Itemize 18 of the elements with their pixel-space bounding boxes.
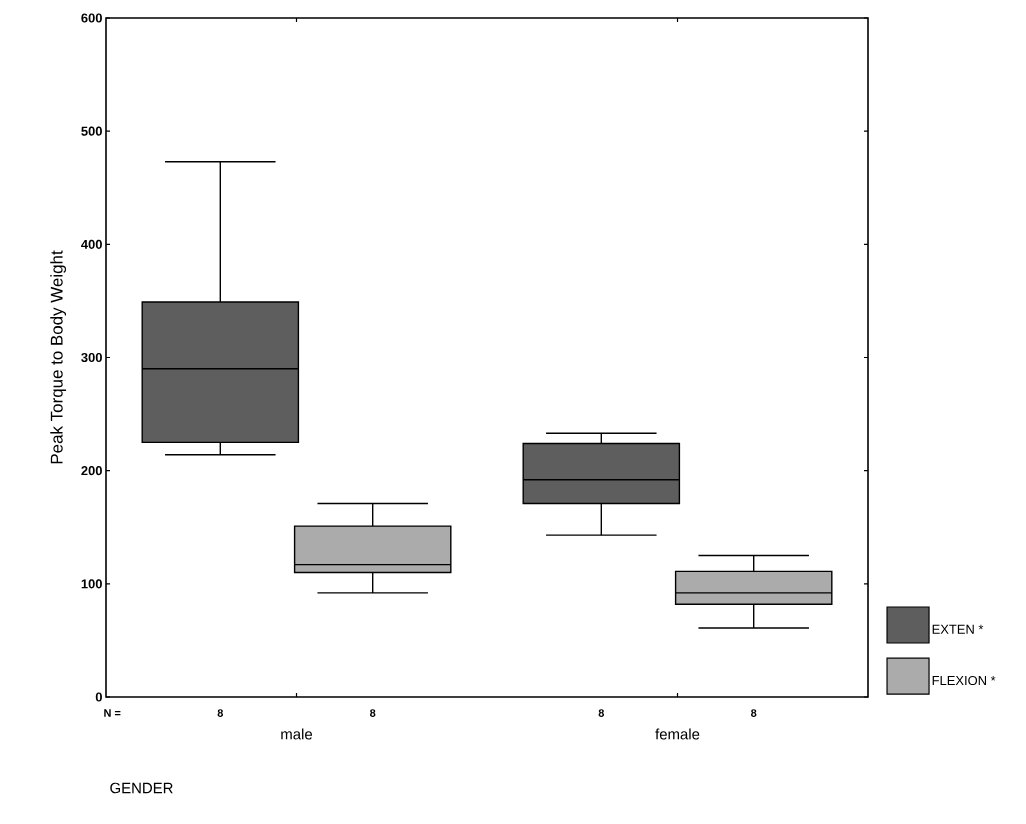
y-tick-label: 200 <box>81 466 102 476</box>
y-tick-label: 300 <box>81 352 102 363</box>
text: 8 <box>598 709 605 717</box>
y-tick-label: 600 <box>81 13 102 23</box>
y-tick-label: 400 <box>81 239 102 249</box>
x-axis-title: GENDER <box>110 782 173 794</box>
x-tick-label: male <box>281 728 313 740</box>
y-axis-title: Peak Torque to Body Weight <box>50 250 67 464</box>
text: EXTEN * <box>932 624 984 634</box>
text: FLEXION * <box>932 675 996 686</box>
text: 8 <box>217 709 223 717</box>
text: 8 <box>370 709 376 717</box>
y-tick-label: 100 <box>81 579 102 589</box>
text: 8 <box>751 709 757 717</box>
text: N = <box>104 709 121 717</box>
y-tick-label: 500 <box>81 126 102 136</box>
x-tick-label: female <box>655 728 700 740</box>
y-tick-label: 0 <box>95 692 102 702</box>
